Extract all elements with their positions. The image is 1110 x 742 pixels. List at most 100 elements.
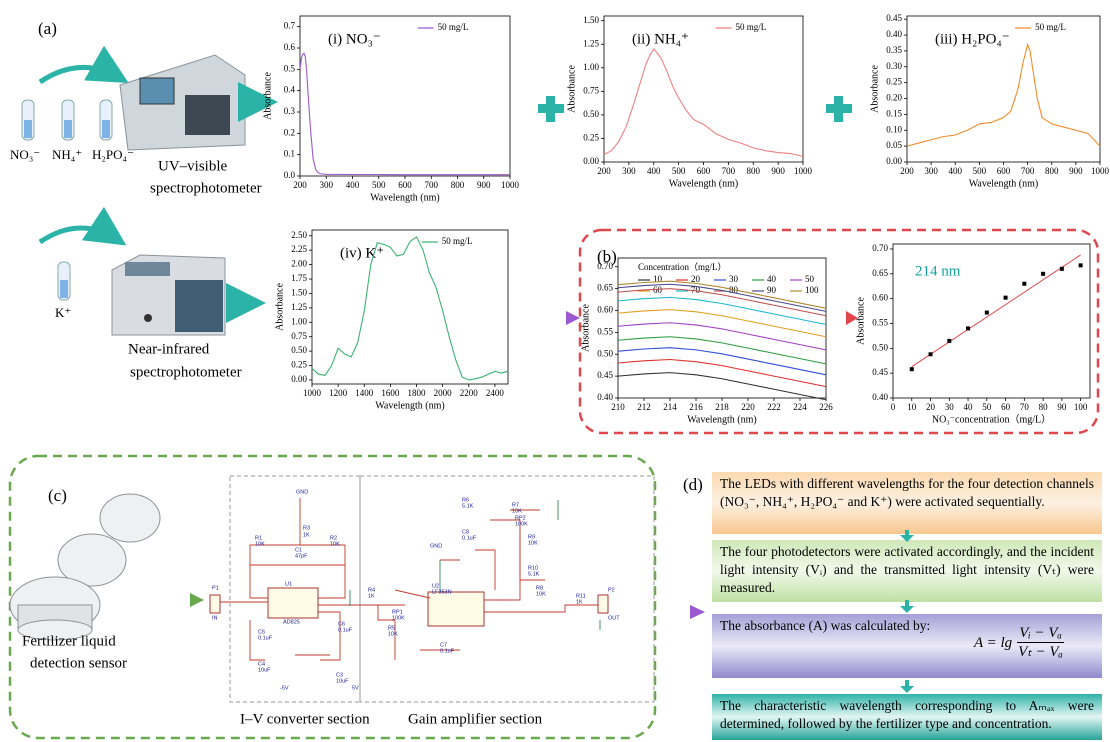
component-label: 10K <box>330 541 340 547</box>
y-tick-label: 1.50 <box>583 15 599 25</box>
x-tick-label: 60 <box>1001 402 1011 412</box>
component-label: LF353N <box>432 589 452 595</box>
data-point <box>985 311 989 315</box>
component-label: 10K <box>528 540 538 546</box>
flow-step: The characteristic wavelength correspond… <box>712 694 1102 740</box>
x-tick-label: 220 <box>741 402 755 412</box>
instrument-label: spectrophotometer <box>130 364 242 380</box>
x-tick-label: 100 <box>1074 402 1088 412</box>
y-tick-label: 1.75 <box>291 273 307 283</box>
component-label: 0.1uF <box>462 535 477 541</box>
formula-lhs: A = lg <box>974 634 1012 652</box>
y-tick-label: 0.50 <box>583 109 599 119</box>
x-tick-label: 400 <box>346 180 360 190</box>
instrument-label: spectrophotometer <box>150 180 262 196</box>
y-tick-label: 0.55 <box>872 318 888 328</box>
y-axis-label: Absorbance <box>274 283 285 331</box>
arrow-head <box>566 311 580 325</box>
component-label: 5.1K <box>462 503 474 509</box>
component-label: 10K <box>536 591 546 597</box>
panel-frame <box>10 456 655 738</box>
component-label: R3 <box>303 525 310 531</box>
x-tick-label: 500 <box>372 180 386 190</box>
data-line <box>618 284 826 311</box>
data-line <box>604 49 803 156</box>
arrow-head <box>690 605 705 619</box>
x-tick-label: 224 <box>793 402 807 412</box>
x-tick-label: 900 <box>477 180 491 190</box>
y-axis-label: Absorbance <box>580 304 591 352</box>
y-tick-label: 0.50 <box>872 342 888 352</box>
x-tick-label: 300 <box>320 180 334 190</box>
x-axis-label: Wavelength (nm) <box>969 178 1038 189</box>
y-tick-label: 0.45 <box>872 367 888 377</box>
chart-title: (iii) H₂PO₄⁻ <box>935 31 1010 47</box>
component-label: -5V <box>280 685 289 691</box>
formula: A = lg Vᵢ − VₐVₜ − Vₐ <box>974 624 1064 661</box>
legend-label: 100 <box>805 285 819 295</box>
y-tick-label: 2.50 <box>291 230 307 240</box>
chart-title: (ii) NH₄⁺ <box>632 31 689 47</box>
y-tick-label: 0.2 <box>284 127 295 137</box>
y-tick-label: 0.45 <box>886 13 902 23</box>
x-tick-label: 216 <box>689 402 703 412</box>
y-tick-label: 0.00 <box>886 156 902 166</box>
y-tick-label: 0.00 <box>583 156 599 166</box>
arrow <box>40 67 120 82</box>
y-tick-label: 2.00 <box>291 259 307 269</box>
annotation: 214 nm <box>915 263 961 279</box>
y-tick-label: 0.10 <box>886 124 902 134</box>
reagent-label: NH₄⁺ <box>52 147 82 162</box>
x-tick-label: 500 <box>672 166 686 176</box>
instrument-label: UV–visible <box>158 158 228 174</box>
flow-step: The LEDs with different wavelengths for … <box>712 472 1102 534</box>
y-tick-label: 0.0 <box>284 170 296 180</box>
x-axis-label: Wavelength (nm) <box>370 192 439 203</box>
x-tick-label: 2200 <box>460 388 479 398</box>
instrument-label: Near-infrared <box>128 341 210 357</box>
y-tick-label: 1.50 <box>291 288 307 298</box>
sensor-label: detection sensor <box>30 655 127 671</box>
x-tick-label: 10 <box>907 402 917 412</box>
component-label: GND <box>296 489 308 495</box>
plot-frame <box>618 258 826 398</box>
x-tick-label: 400 <box>647 166 661 176</box>
x-tick-label: 210 <box>611 402 625 412</box>
y-tick-label: 0.65 <box>597 283 613 293</box>
data-line <box>300 53 510 174</box>
x-tick-label: 800 <box>451 180 465 190</box>
y-axis-label: Absorbance <box>855 297 866 345</box>
data-line <box>618 373 826 400</box>
component-label: 1K <box>576 599 583 605</box>
y-axis-label: Absorbance <box>262 72 273 120</box>
legend-label: 50 mg/L <box>1035 22 1066 32</box>
component-label: GND <box>430 543 442 549</box>
data-point <box>966 326 970 330</box>
x-tick-label: 500 <box>973 166 987 176</box>
legend-label: 50 mg/L <box>442 236 473 246</box>
x-axis-label: Wavelength (nm) <box>687 414 756 425</box>
y-tick-label: 0.00 <box>291 374 307 384</box>
x-tick-label: 900 <box>1069 166 1083 176</box>
y-tick-label: 0.25 <box>583 133 599 143</box>
component-label: 10uF <box>258 667 271 673</box>
x-tick-label: 700 <box>425 180 439 190</box>
component-label: 10uF <box>336 678 349 684</box>
legend-label: 30 <box>729 274 739 284</box>
x-tick-label: 600 <box>997 166 1011 176</box>
y-tick-label: 0.35 <box>886 45 902 55</box>
reagent-label: K⁺ <box>55 305 71 320</box>
y-tick-label: 2.25 <box>291 244 307 254</box>
x-tick-label: 200 <box>597 166 611 176</box>
legend-label: 60 <box>653 285 663 295</box>
panel-label: (d) <box>683 475 703 494</box>
y-tick-label: 0.4 <box>284 85 296 95</box>
figure: (a) (b) (c) (d) NO₃⁻ NH₄⁺ H₂PO₄⁻ K⁺ UV–v… <box>0 0 1110 742</box>
formula-denominator: Vₜ − Vₐ <box>1018 643 1063 661</box>
uv-instrument <box>120 55 245 150</box>
y-tick-label: 0.7 <box>284 21 296 31</box>
component-label: 10K <box>512 508 522 514</box>
arrow <box>40 228 118 242</box>
flow-step-text: The absorbance (A) was calculated by: <box>720 618 930 633</box>
component-label: U1 <box>285 581 292 587</box>
